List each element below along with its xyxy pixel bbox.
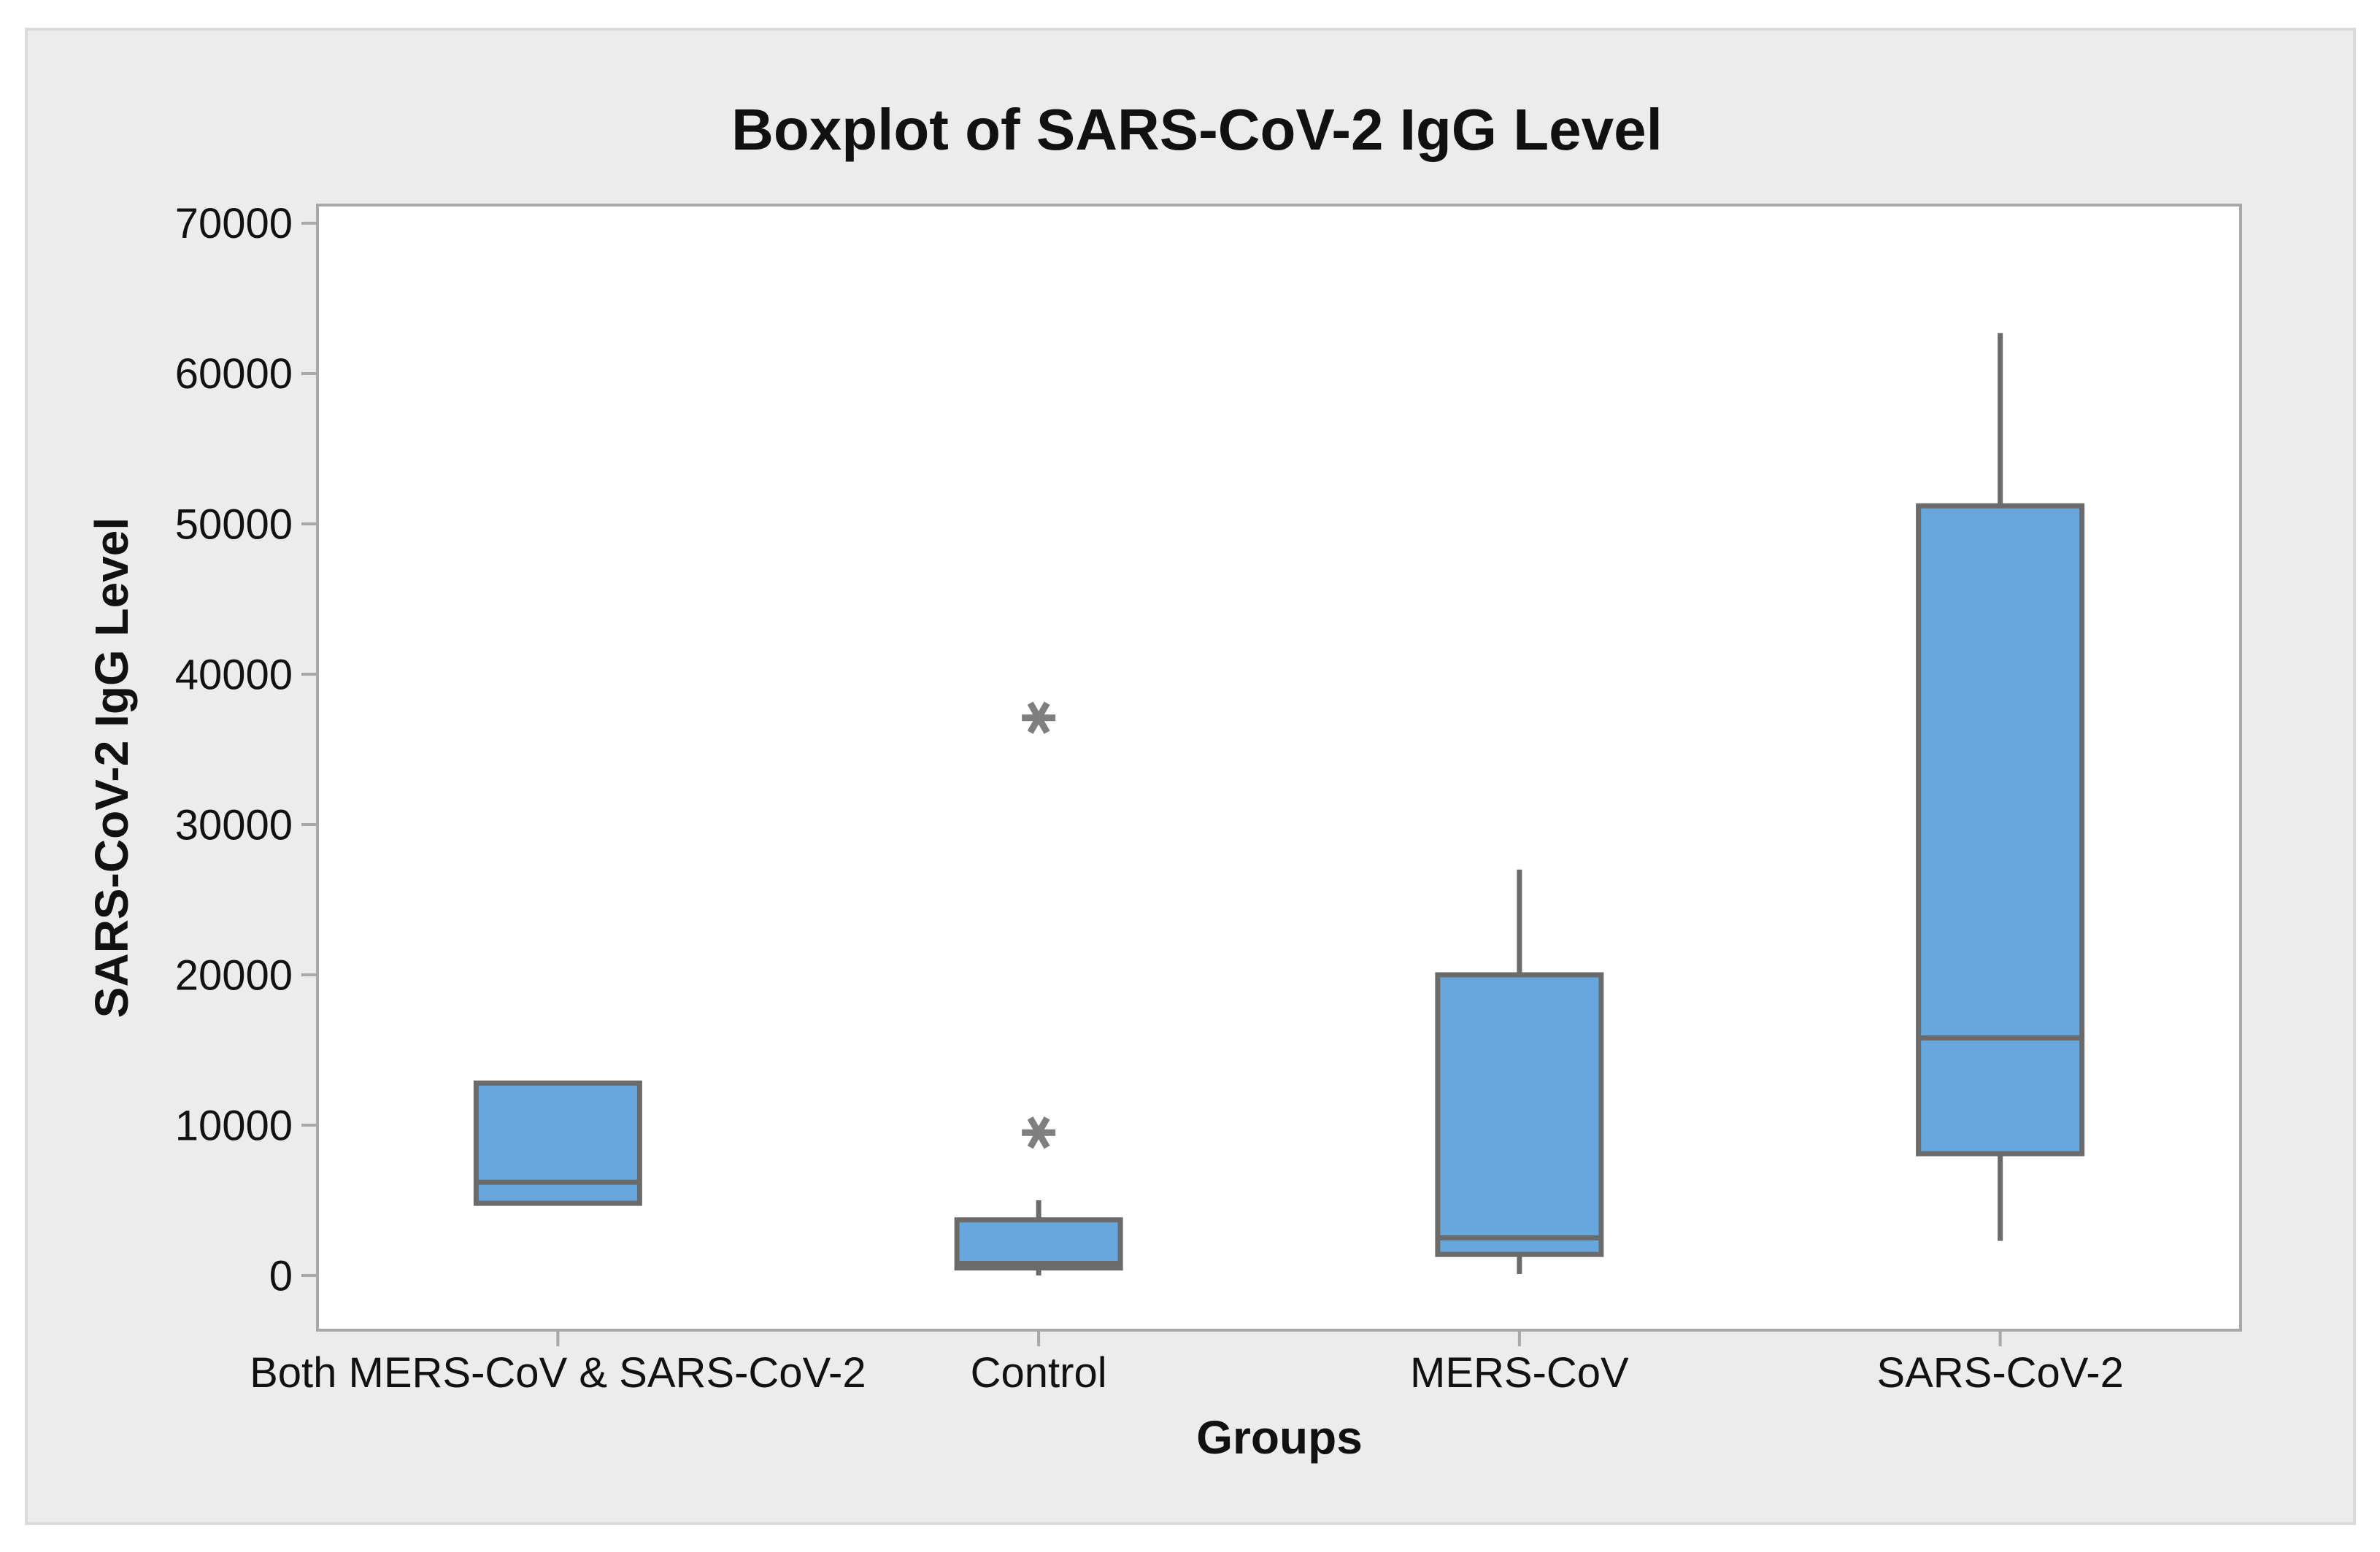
iqr-box: [1435, 972, 1604, 1257]
boxplot-group: [473, 1080, 642, 1206]
outlier-star: [1022, 1116, 1056, 1149]
boxes-layer: [473, 333, 2085, 1276]
outlier-star-arm: [1027, 701, 1050, 734]
y-tick-label: 40000: [175, 651, 293, 698]
iqr-box: [1916, 503, 2085, 1157]
x-category-label: SARS-CoV-2: [1876, 1349, 2123, 1397]
boxplot-group: [1435, 869, 1604, 1274]
boxplot-group: [1916, 333, 2085, 1241]
chart-title: Boxplot of SARS-CoV-2 IgG Level: [731, 97, 1663, 162]
x-category-label: MERS-CoV: [1410, 1349, 1629, 1397]
y-tick-label: 0: [269, 1252, 293, 1300]
y-tick-label: 30000: [175, 801, 293, 849]
iqr-box: [954, 1217, 1123, 1271]
x-category-label: Both MERS-CoV & SARS-CoV-2: [250, 1349, 866, 1397]
y-tick-label: 10000: [175, 1102, 293, 1149]
x-axis-title: Groups: [1196, 1411, 1363, 1464]
y-tick-label: 60000: [175, 350, 293, 398]
iqr-box: [473, 1080, 642, 1206]
y-tick-label: 50000: [175, 501, 293, 548]
axes-layer: 0 10000 20000 30000 40000 50000 60000 70000 Both…: [175, 200, 2124, 1397]
outlier-star: [1022, 701, 1056, 734]
y-tick-label: 20000: [175, 951, 293, 999]
boxplot-group: [954, 701, 1123, 1276]
y-axis-title: SARS-CoV-2 IgG Level: [85, 517, 138, 1018]
outlier-star-arm: [1027, 1116, 1050, 1149]
y-tick-label: 70000: [175, 200, 293, 247]
x-category-label: Control: [971, 1349, 1107, 1397]
